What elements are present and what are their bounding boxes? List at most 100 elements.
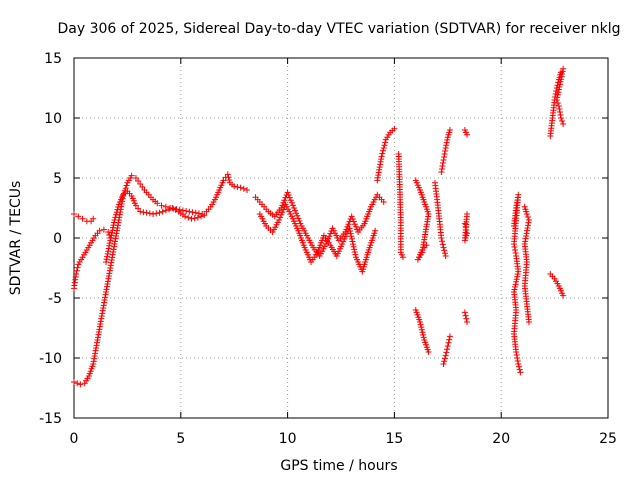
data-point [104,253,111,260]
data-point [186,208,193,215]
data-point [348,233,355,240]
data-point [379,150,386,157]
data-point [417,321,424,328]
data-point [443,349,450,356]
data-point [382,139,389,146]
data-point [380,147,387,154]
data-point [278,211,285,218]
data-point [560,121,567,127]
data-point [237,184,244,191]
data-point [378,153,385,160]
data-point [288,199,295,206]
data-point [425,349,432,355]
data-point [512,281,519,288]
data-point [112,214,119,221]
data-point [347,228,354,235]
data-point [420,334,427,341]
data-point [182,213,189,220]
data-point [351,246,358,253]
data-point [105,229,112,235]
data-point [79,215,86,222]
data-point [77,381,84,388]
y-tick-label: 10 [44,111,62,127]
data-point [153,210,160,217]
data-point [515,268,522,275]
data-point [446,333,453,340]
data-point [464,319,471,325]
data-point [284,189,291,196]
data-point [156,209,163,216]
data-point [513,276,520,283]
data-point [349,216,356,222]
data-point [441,250,448,257]
data-point [340,238,347,245]
data-point [560,65,567,72]
data-point [350,218,357,225]
data-point [513,349,520,355]
data-point [226,177,233,183]
data-point [159,208,166,215]
data-point [100,226,107,233]
data-point [115,204,122,210]
y-tick-label: -15 [39,411,62,427]
data-point [231,183,238,190]
data-point [191,215,198,222]
y-tick-label: 0 [53,231,62,247]
data-point [556,109,563,115]
data-point [554,94,561,101]
data-point [111,219,118,226]
data-point [114,206,121,213]
data-point [289,202,296,209]
data-point [442,145,449,151]
chart-title: Day 306 of 2025, Sidereal Day-to-day VTE… [58,21,621,37]
data-point [525,319,532,325]
data-point [285,192,292,198]
data-point [140,209,147,216]
data-point [111,217,118,223]
data-point [444,346,451,353]
data-point [439,163,446,169]
data-point [419,329,426,336]
data-point [439,160,446,166]
data-point [446,336,453,343]
data-point [464,211,471,217]
data-point [109,224,116,231]
y-tick-label: -5 [48,291,62,307]
data-point [154,200,161,207]
data-point [351,248,358,255]
data-point [105,245,112,252]
data-point [417,319,424,325]
data-point [286,194,293,201]
data-point [240,185,247,192]
data-point [106,240,113,247]
data-point [440,157,447,163]
data-points [71,65,567,388]
data-point [440,244,447,251]
data-point [441,355,448,362]
data-point [143,209,150,216]
data-point [559,68,566,75]
data-point [166,206,173,213]
data-point [349,238,356,245]
data-point [517,369,524,376]
data-point [442,148,449,154]
data-point [554,100,561,106]
data-point [347,230,354,237]
data-point [291,205,298,211]
data-point [558,73,565,80]
x-tick-label: 15 [385,431,403,447]
data-point [516,363,522,370]
data-point [514,271,521,278]
data-point [108,232,115,239]
data-point [524,214,531,220]
data-point [554,91,561,98]
data-point [441,151,448,157]
data-point [512,283,519,290]
data-point [514,273,521,280]
data-point [73,267,80,274]
data-point [137,208,144,215]
data-point [559,71,566,77]
data-point [348,213,355,220]
data-point [146,210,153,217]
